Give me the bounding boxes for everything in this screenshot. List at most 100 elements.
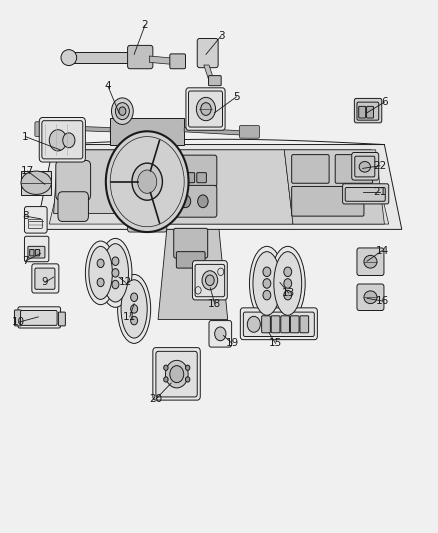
Text: 17: 17 [21,166,34,176]
FancyBboxPatch shape [343,184,389,204]
Circle shape [263,279,271,288]
Text: 2: 2 [142,20,148,30]
Text: 18: 18 [208,298,221,309]
FancyBboxPatch shape [352,152,379,180]
FancyBboxPatch shape [30,249,34,256]
Ellipse shape [253,252,281,316]
Polygon shape [110,118,184,144]
FancyBboxPatch shape [42,120,83,159]
Circle shape [247,317,260,332]
FancyBboxPatch shape [21,311,57,325]
Ellipse shape [61,50,77,66]
Text: 12: 12 [119,277,132,287]
FancyBboxPatch shape [127,45,153,69]
Circle shape [284,267,292,277]
Circle shape [284,290,292,300]
Polygon shape [284,150,385,224]
Circle shape [97,259,104,268]
Ellipse shape [102,244,128,302]
Ellipse shape [85,241,116,305]
FancyBboxPatch shape [335,155,373,183]
FancyBboxPatch shape [25,207,47,233]
FancyBboxPatch shape [209,320,232,347]
Circle shape [201,103,211,115]
FancyBboxPatch shape [357,102,379,120]
Circle shape [180,195,191,208]
Text: 5: 5 [233,92,240,102]
Circle shape [106,131,188,232]
FancyBboxPatch shape [261,316,270,333]
FancyBboxPatch shape [39,117,85,162]
Circle shape [131,317,138,325]
Ellipse shape [89,246,113,300]
Circle shape [164,365,168,370]
Circle shape [112,269,119,277]
FancyBboxPatch shape [58,192,88,221]
Text: 13: 13 [282,288,295,298]
Circle shape [263,267,271,277]
Ellipse shape [99,238,132,308]
FancyBboxPatch shape [192,261,227,300]
FancyBboxPatch shape [153,348,200,400]
Circle shape [112,98,133,124]
FancyBboxPatch shape [156,185,217,217]
Polygon shape [73,52,145,63]
FancyBboxPatch shape [170,54,185,69]
Polygon shape [158,229,228,319]
Circle shape [185,365,190,370]
Polygon shape [145,150,293,224]
Polygon shape [21,171,51,195]
Text: 8: 8 [22,211,28,221]
Ellipse shape [270,246,305,320]
FancyBboxPatch shape [173,173,183,183]
Ellipse shape [364,255,377,268]
FancyBboxPatch shape [18,307,60,328]
FancyBboxPatch shape [244,312,314,336]
FancyBboxPatch shape [186,88,225,130]
Text: 3: 3 [218,31,225,41]
Polygon shape [53,150,149,214]
Ellipse shape [250,246,284,320]
FancyBboxPatch shape [345,188,385,201]
Circle shape [215,327,226,341]
FancyBboxPatch shape [127,187,167,232]
FancyBboxPatch shape [290,316,299,333]
Circle shape [166,360,188,388]
Circle shape [205,275,214,286]
FancyBboxPatch shape [35,268,55,289]
FancyBboxPatch shape [357,248,384,276]
FancyBboxPatch shape [197,38,218,68]
Circle shape [170,366,184,383]
FancyBboxPatch shape [174,228,208,258]
Text: 15: 15 [269,338,282,349]
FancyBboxPatch shape [367,107,374,118]
Ellipse shape [364,291,377,304]
Text: 19: 19 [226,338,239,349]
Ellipse shape [21,171,51,195]
FancyBboxPatch shape [185,173,194,183]
Polygon shape [49,150,389,224]
FancyBboxPatch shape [359,107,366,118]
FancyBboxPatch shape [240,125,259,138]
FancyBboxPatch shape [197,173,206,183]
FancyBboxPatch shape [156,351,197,397]
Circle shape [163,195,173,208]
FancyBboxPatch shape [357,284,384,311]
Circle shape [185,377,190,382]
Ellipse shape [359,161,371,172]
Circle shape [131,293,138,302]
FancyBboxPatch shape [14,310,21,326]
Text: 22: 22 [374,161,387,171]
Circle shape [49,130,67,151]
Text: 10: 10 [12,317,25,327]
Circle shape [263,290,271,300]
Ellipse shape [121,280,147,338]
FancyBboxPatch shape [195,264,225,297]
Polygon shape [204,65,215,82]
Text: 20: 20 [149,394,162,404]
Polygon shape [36,144,402,229]
Circle shape [112,257,119,265]
Circle shape [119,107,126,115]
Text: 14: 14 [375,246,389,256]
Text: 4: 4 [105,81,111,91]
